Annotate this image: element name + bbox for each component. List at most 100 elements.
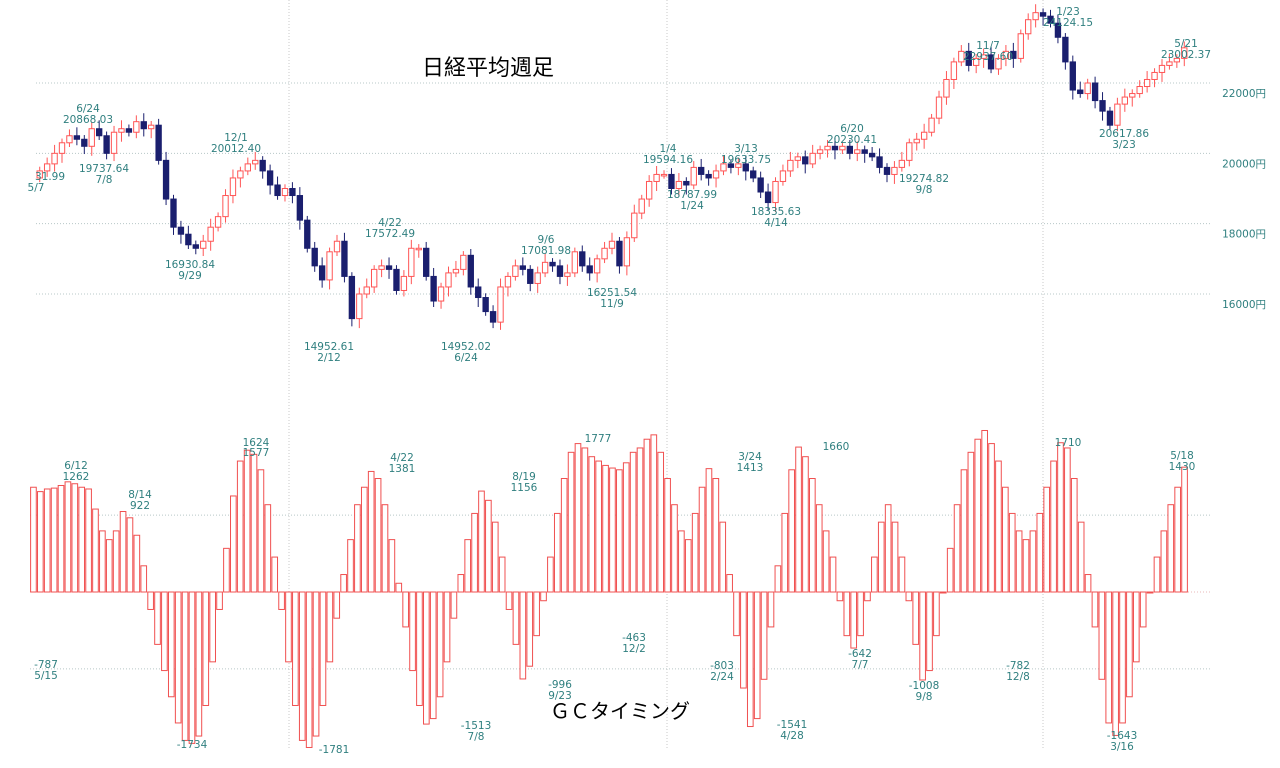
- candle-body: [1106, 110, 1114, 126]
- gc-annotation: -1734: [177, 739, 208, 751]
- price-annotation: 6/24: [76, 103, 100, 115]
- candle-body: [326, 251, 333, 281]
- price-annotation: 20012.40: [211, 143, 261, 155]
- gc-bar: [140, 565, 148, 593]
- candle-body: [950, 61, 958, 80]
- candle-body: [913, 138, 920, 144]
- gc-bar: [450, 591, 458, 619]
- gc-bar: [871, 556, 878, 593]
- candle-body: [318, 265, 326, 281]
- candle-body: [846, 145, 854, 154]
- gc-bar: [429, 591, 437, 720]
- candle-body: [110, 131, 118, 154]
- candle-body: [987, 54, 995, 70]
- candle-body: [920, 131, 928, 140]
- candle-body: [1002, 50, 1010, 59]
- gc-bar: [981, 429, 988, 593]
- gc-bar: [629, 451, 637, 593]
- gc-bar: [1084, 574, 1092, 593]
- candle-body: [898, 159, 906, 168]
- gc-bar: [347, 539, 354, 593]
- label-layer: 6/2420868.0319737.647/831.995/712/120012…: [28, 6, 1212, 756]
- candle-body: [81, 138, 88, 147]
- candle-body: [185, 233, 192, 246]
- gc-bar: [498, 556, 506, 593]
- price-layer: [36, 4, 1188, 330]
- candle-body: [794, 156, 801, 161]
- candle-body: [489, 311, 497, 323]
- gc-bar: [684, 539, 692, 593]
- price-annotation: 4/14: [764, 217, 788, 229]
- gc-annotation: -642: [848, 648, 872, 660]
- price-annotation: 7/8: [96, 174, 113, 186]
- candle-body: [809, 152, 816, 165]
- candle-body: [1136, 86, 1143, 95]
- gc-bar: [678, 530, 685, 593]
- gc-annotation: 1577: [243, 447, 270, 459]
- gc-bar: [829, 556, 837, 593]
- gc-bar: [416, 591, 423, 706]
- candle-body: [304, 219, 311, 249]
- gc-bar: [1146, 591, 1154, 594]
- candle-body: [95, 128, 103, 137]
- gc-bar: [1126, 591, 1133, 698]
- gc-bar: [609, 467, 616, 593]
- gc-bar: [154, 591, 161, 645]
- candle-body: [764, 191, 772, 204]
- candle-body: [683, 180, 690, 186]
- candle-body: [393, 268, 400, 291]
- candle-body: [623, 237, 631, 267]
- candle-body: [660, 173, 668, 177]
- candle-body: [541, 261, 549, 274]
- candle-body: [229, 177, 237, 197]
- candle-body: [423, 247, 430, 277]
- gc-bar: [960, 469, 968, 593]
- candle-body: [504, 275, 512, 288]
- candle-body: [1181, 47, 1188, 59]
- candle-body: [750, 170, 757, 179]
- candle-body: [125, 128, 133, 133]
- candle-body: [333, 240, 341, 253]
- price-tick-label: 18000円: [1222, 229, 1266, 241]
- candle-body: [460, 254, 467, 270]
- candle-body: [519, 265, 526, 270]
- candle-body: [341, 240, 348, 277]
- gc-bar: [712, 478, 720, 593]
- candle-body: [1158, 64, 1166, 73]
- gc-bar: [485, 499, 492, 593]
- gc-bar: [1153, 556, 1161, 593]
- price-annotation: 4/22: [378, 217, 402, 229]
- candle-body: [645, 180, 653, 200]
- candle-body: [400, 275, 408, 291]
- price-annotation: 31.99: [35, 171, 65, 183]
- gc-bar: [360, 486, 368, 593]
- gc-bar: [939, 591, 947, 594]
- gc-bar: [1043, 486, 1051, 593]
- gc-bar: [174, 591, 182, 724]
- price-annotation: 2/12: [317, 352, 341, 364]
- candle-body: [1069, 61, 1076, 91]
- gc-bar: [574, 443, 582, 593]
- gc-bar: [505, 591, 513, 610]
- gc-annotation: 6/12: [64, 460, 88, 472]
- gc-bar: [133, 534, 141, 593]
- gc-bar: [726, 574, 733, 593]
- gc-bar: [471, 512, 478, 593]
- gc-bar: [374, 478, 382, 593]
- candle-body: [601, 247, 608, 260]
- gc-bar: [37, 491, 44, 593]
- gc-bar: [526, 591, 534, 667]
- gc-bar: [912, 591, 920, 645]
- gc-bar: [457, 574, 465, 593]
- price-annotation: 1/24: [680, 200, 704, 212]
- candle-body: [289, 188, 296, 197]
- candle-body: [928, 117, 935, 133]
- gc-bar: [891, 521, 899, 593]
- gc-bar: [850, 591, 858, 649]
- gc-bar: [1077, 521, 1085, 593]
- price-annotation: 9/8: [916, 184, 933, 196]
- gc-bar: [1098, 591, 1106, 680]
- gc-annotation: 12/8: [1006, 671, 1030, 683]
- candle-body: [698, 166, 705, 175]
